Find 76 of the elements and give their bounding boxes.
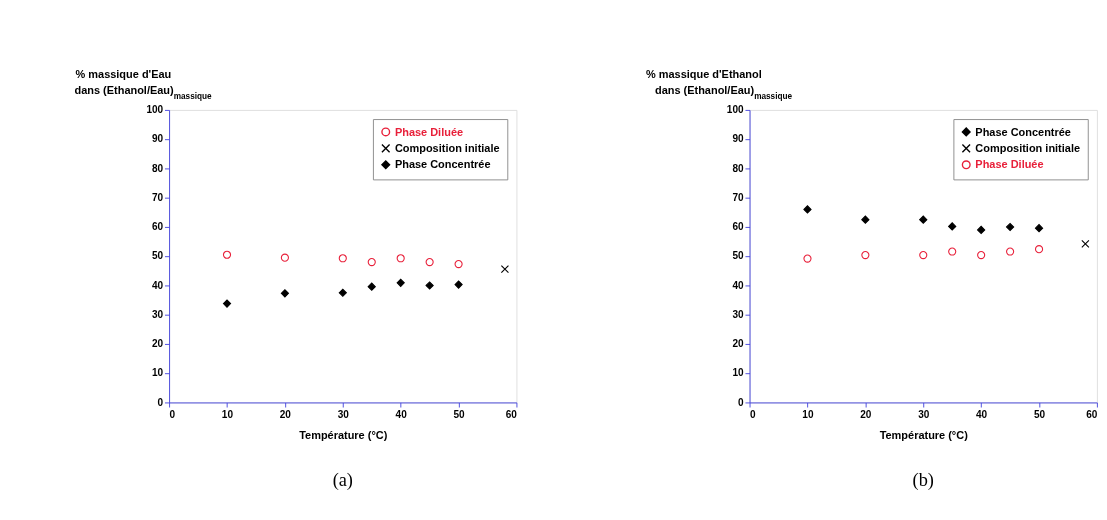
y-tick-label: 0 [157,396,164,408]
y-tick-label: 60 [732,221,745,233]
y-tick-label: 10 [732,367,745,379]
y-tick-label: 20 [151,338,164,350]
point [454,260,463,269]
x-tick-label: 60 [505,408,518,420]
x-tick-label: 20 [860,408,872,420]
x-tick-label: 40 [976,408,988,420]
legend-label: Composition initiale [975,142,1081,154]
point [425,281,434,290]
y-tick-label: 50 [151,250,164,262]
point [396,254,405,263]
x-tick-label: 50 [453,408,466,420]
point [1034,224,1044,233]
point [425,257,434,267]
y-tick-label: 90 [732,133,745,145]
legend-label: Phase Diluée [975,158,1044,171]
y-tick-label: 60 [151,221,164,233]
y-tick-label: 30 [151,308,164,320]
y-tick-label: 70 [151,191,164,203]
point [861,215,870,224]
x-tick-label: 10 [221,408,234,420]
y-tick-label: 10 [151,367,164,379]
y-tick-label: 50 [732,250,745,262]
point [948,222,957,231]
legend-label: Phase Concentrée [394,158,491,171]
legend-label: Phase Diluée [394,125,464,138]
point [280,289,289,298]
y-tick-label: 90 [151,133,164,145]
point [454,280,463,289]
point [861,250,870,260]
x-tick-label: 30 [337,408,350,420]
point [338,254,347,263]
y-tick-label: 30 [732,308,745,320]
point [222,299,232,308]
y-tick-label: 40 [732,279,745,291]
point [1034,245,1044,254]
x-axis-title: Température (°C) [879,428,969,441]
point [1006,222,1015,232]
x-tick-label: 0 [169,408,176,420]
text: (a) [332,469,353,491]
y-tick-label: 80 [732,162,745,174]
text: (b) [912,469,934,491]
x-tick-label: 60 [1086,408,1098,420]
y-tick-label: 0 [738,396,745,408]
point [977,225,986,234]
x-tick-label: 50 [1033,408,1046,420]
point [500,265,509,274]
legend-label: Phase Concentrée [975,125,1071,138]
x-tick-label: 40 [395,408,408,420]
point [919,250,928,260]
point [396,278,405,287]
point [803,254,812,263]
point [803,205,812,214]
point [1006,247,1015,256]
point [338,288,347,297]
y-tick-label: 70 [732,191,745,203]
y-tick-label: 100 [726,104,745,116]
legend-label: Composition initiale [394,142,500,154]
point [280,253,289,262]
x-axis-title: Température (°C) [299,428,388,441]
point [1081,239,1090,249]
point [948,247,957,256]
y-tick-label: 80 [151,162,164,174]
y-tick-label: 40 [151,279,164,291]
x-tick-label: 30 [918,408,930,420]
point [919,215,928,224]
point [367,282,376,291]
x-tick-label: 0 [750,408,757,420]
point [367,257,376,267]
y-tick-label: 100 [146,104,164,116]
y-tick-label: 20 [732,338,745,350]
x-tick-label: 10 [802,408,814,420]
point [222,250,232,259]
x-tick-label: 20 [279,408,292,420]
point [977,250,986,260]
